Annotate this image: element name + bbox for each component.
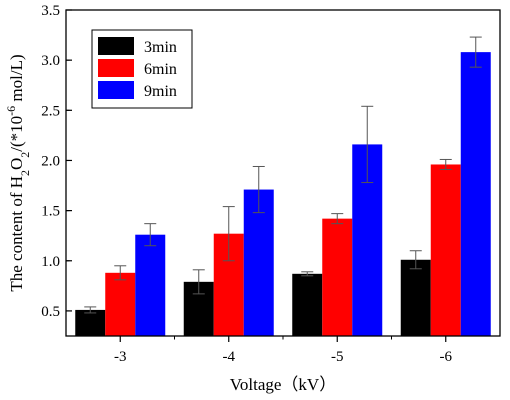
- legend-label: 9min: [144, 83, 177, 100]
- error-bars-layer: [84, 36, 482, 314]
- x-axis: -3 -4 -5 -6: [114, 336, 452, 365]
- x-axis-title: Voltage（kV）: [230, 375, 336, 394]
- bar: [105, 272, 136, 336]
- legend: 3min 6min 9min: [91, 29, 193, 109]
- x-tick-label: -4: [223, 349, 236, 365]
- bar: [430, 164, 461, 336]
- x-tick-label: -5: [331, 349, 344, 365]
- bar: [292, 273, 323, 336]
- legend-label: 6min: [144, 61, 177, 78]
- y-tick-label: 3.5: [41, 3, 60, 19]
- y-axis-title: The content of H2O2/(*10-6 mol/L): [4, 54, 32, 291]
- y-title-sub2: 2: [18, 152, 32, 158]
- bar: [400, 259, 431, 336]
- y-tick-label: 2.0: [41, 153, 60, 169]
- y-tick-label: 2.5: [41, 103, 60, 119]
- y-title-unit-close: mol/L): [7, 54, 26, 105]
- x-tick-label: -6: [440, 349, 453, 365]
- y-title-sub1: 2: [18, 170, 32, 176]
- y-title-exp: -6: [4, 106, 18, 116]
- legend-swatch: [98, 37, 134, 55]
- y-tick-label: 3.0: [41, 53, 60, 69]
- y-axis: 0.5 1.0 1.5 2.0 2.5 3.0 3.5: [41, 3, 72, 320]
- y-tick-label: 1.5: [41, 204, 60, 220]
- y-tick-label: 0.5: [41, 304, 60, 320]
- bar: [243, 189, 274, 336]
- legend-swatch: [98, 81, 134, 99]
- legend-label: 3min: [144, 39, 177, 56]
- bar: [75, 309, 106, 336]
- bar: [135, 234, 166, 336]
- y-title-prefix: The content of H: [7, 176, 26, 292]
- y-title-unit-open: /(*10: [7, 116, 26, 152]
- bar: [460, 52, 491, 336]
- y-title-mid: O: [7, 158, 26, 170]
- bars-layer: [75, 52, 491, 336]
- legend-swatch: [98, 59, 134, 77]
- bar: [322, 218, 353, 336]
- x-tick-label: -3: [114, 349, 127, 365]
- y-tick-label: 1.0: [41, 254, 60, 270]
